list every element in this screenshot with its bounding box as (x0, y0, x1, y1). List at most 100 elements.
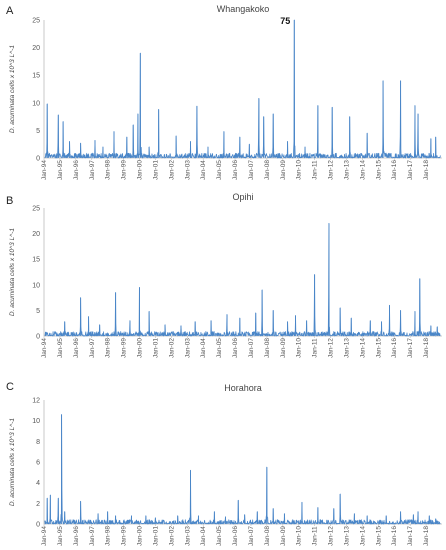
x-tick-label: Jan-05 (216, 526, 223, 546)
panel-letter: B (6, 195, 13, 207)
series-line (44, 19, 441, 159)
x-tick-label: Jan-01 (152, 160, 159, 180)
x-tick-label: Jan-98 (105, 526, 112, 546)
x-tick-label: Jan-96 (73, 160, 80, 180)
x-tick-label: Jan-18 (423, 160, 430, 180)
x-tick-label: Jan-98 (105, 160, 112, 180)
x-tick-label: Jan-95 (57, 526, 64, 546)
y-tick-label: 25 (32, 206, 40, 213)
x-tick-label: Jan-14 (359, 526, 366, 546)
y-tick-label: 5 (36, 308, 40, 315)
x-tick-label: Jan-00 (137, 338, 144, 358)
x-tick-label: Jan-96 (73, 338, 80, 358)
panel-title: Opihi (232, 192, 253, 202)
y-axis-label: D. acuminata cells x 10^3 L^-1 (9, 418, 16, 506)
x-tick-label: Jan-16 (391, 160, 398, 180)
x-tick-label: Jan-17 (407, 160, 414, 180)
x-tick-label: Jan-10 (296, 526, 303, 546)
y-tick-label: 10 (32, 418, 40, 425)
x-tick-label: Jan-03 (184, 160, 191, 180)
x-tick-label: Jan-11 (312, 338, 319, 358)
series-line (44, 414, 441, 525)
panel-title: Whangakoko (217, 4, 270, 14)
series-line (44, 222, 441, 337)
y-tick-label: 10 (32, 100, 40, 107)
x-tick-label: Jan-01 (152, 526, 159, 546)
x-tick-label: Jan-97 (89, 338, 96, 358)
x-tick-label: Jan-16 (391, 338, 398, 358)
y-tick-label: 0 (36, 156, 40, 163)
x-tick-label: Jan-07 (248, 160, 255, 180)
x-tick-label: Jan-94 (41, 526, 48, 546)
panel-letter: A (6, 5, 14, 17)
y-tick-label: 15 (32, 73, 40, 80)
x-tick-label: Jan-08 (264, 160, 271, 180)
y-tick-label: 5 (36, 128, 40, 135)
x-tick-label: Jan-09 (280, 160, 287, 180)
panel-letter: C (6, 381, 14, 393)
x-tick-label: Jan-06 (232, 160, 239, 180)
x-tick-label: Jan-14 (359, 338, 366, 358)
x-tick-label: Jan-17 (407, 338, 414, 358)
x-tick-label: Jan-13 (343, 526, 350, 546)
y-tick-label: 6 (36, 460, 40, 467)
x-tick-label: Jan-97 (89, 526, 96, 546)
y-tick-label: 10 (32, 282, 40, 289)
x-tick-label: Jan-10 (296, 338, 303, 358)
x-tick-label: Jan-05 (216, 338, 223, 358)
x-tick-label: Jan-12 (328, 160, 335, 180)
x-tick-label: Jan-09 (280, 338, 287, 358)
y-tick-label: 0 (36, 334, 40, 341)
x-tick-label: Jan-99 (121, 160, 128, 180)
x-tick-label: Jan-08 (264, 338, 271, 358)
x-tick-label: Jan-16 (391, 526, 398, 546)
x-tick-label: Jan-04 (200, 160, 207, 180)
x-tick-label: Jan-07 (248, 526, 255, 546)
x-tick-label: Jan-04 (200, 526, 207, 546)
x-tick-label: Jan-96 (73, 526, 80, 546)
x-tick-label: Jan-02 (168, 338, 175, 358)
panel-c: C Horahora 0 2 4 6 8 10 12 D. acuminata cells x 1… (6, 381, 442, 546)
x-tick-label: Jan-95 (57, 338, 64, 358)
x-tick-label: Jan-10 (296, 160, 303, 180)
y-axis-label: D. acuminata cells x 10^3 L^-1 (9, 228, 16, 316)
x-tick-label: Jan-12 (328, 526, 335, 546)
x-tick-label: Jan-14 (359, 160, 366, 180)
x-tick-label: Jan-15 (375, 338, 382, 358)
x-tick-label: Jan-97 (89, 160, 96, 180)
x-tick-label: Jan-03 (184, 526, 191, 546)
x-tick-label: Jan-12 (328, 338, 335, 358)
y-tick-label: 20 (32, 231, 40, 238)
panel-title: Horahora (224, 383, 262, 393)
x-tick-label: Jan-01 (152, 338, 159, 358)
x-tick-label: Jan-99 (121, 526, 128, 546)
x-tick-label: Jan-02 (168, 526, 175, 546)
x-tick-label: Jan-09 (280, 526, 287, 546)
y-tick-label: 8 (36, 439, 40, 446)
x-tick-label: Jan-15 (375, 160, 382, 180)
y-tick-label: 2 (36, 501, 40, 508)
x-tick-label: Jan-00 (137, 160, 144, 180)
y-tick-label: 20 (32, 45, 40, 52)
panel-a: A Whangakoko 0 5 10 15 20 25 D. acuminata cells … (6, 4, 442, 180)
x-tick-label: Jan-17 (407, 526, 414, 546)
x-tick-label: Jan-18 (423, 338, 430, 358)
panel-b: B Opihi 0 5 10 15 20 25 D. acuminata cells x 10^… (6, 192, 442, 358)
x-tick-label: Jan-18 (423, 526, 430, 546)
x-tick-label: Jan-07 (248, 338, 255, 358)
x-tick-label: Jan-02 (168, 160, 175, 180)
y-tick-label: 0 (36, 522, 40, 529)
y-tick-label: 25 (32, 18, 40, 25)
x-tick-label: Jan-03 (184, 338, 191, 358)
x-tick-label: Jan-15 (375, 526, 382, 546)
x-tick-label: Jan-11 (312, 526, 319, 546)
x-tick-label: Jan-99 (121, 338, 128, 358)
x-tick-label: Jan-05 (216, 160, 223, 180)
x-tick-label: Jan-06 (232, 526, 239, 546)
annotation-label: 75 (280, 16, 290, 26)
y-axis-label: D. acuminata cells x 10^3 L^-1 (9, 45, 16, 133)
y-tick-label: 15 (32, 257, 40, 264)
x-tick-label: Jan-95 (57, 160, 64, 180)
x-tick-label: Jan-08 (264, 526, 271, 546)
